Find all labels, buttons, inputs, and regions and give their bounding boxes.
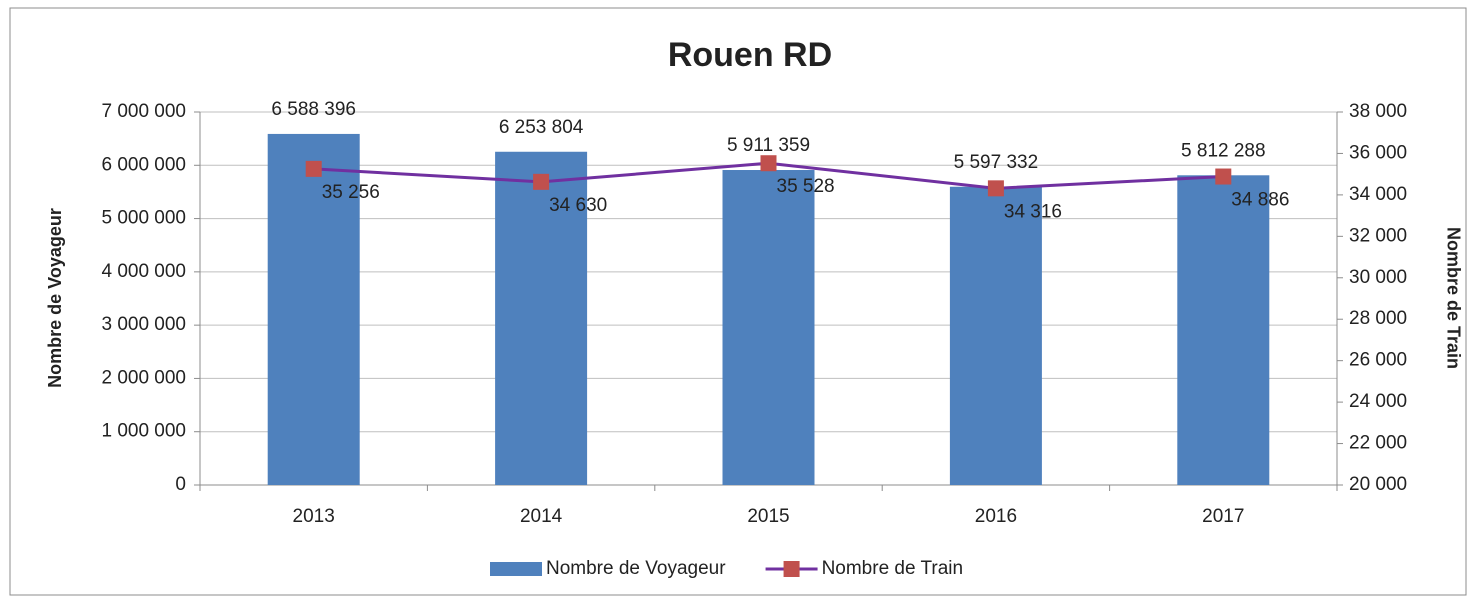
x-tick-label: 2014 (520, 506, 563, 527)
line-marker (305, 160, 322, 177)
line-marker (760, 155, 777, 172)
line-marker (533, 173, 550, 190)
line-value-label: 35 256 (322, 182, 380, 203)
legend-swatch (490, 562, 542, 576)
y2-tick-label: 28 000 (1349, 308, 1407, 329)
y2-tick-label: 22 000 (1349, 433, 1407, 454)
y-tick-label: 6 000 000 (101, 154, 186, 175)
y-tick-label: 7 000 000 (101, 101, 186, 122)
y2-tick-label: 30 000 (1349, 267, 1407, 288)
legend-marker (783, 561, 800, 577)
y2-tick-label: 32 000 (1349, 225, 1407, 246)
y2-tick-label: 24 000 (1349, 391, 1407, 412)
x-tick-label: 2015 (747, 506, 789, 527)
x-tick-label: 2017 (1202, 506, 1244, 527)
line-value-label: 34 316 (1004, 201, 1062, 222)
y2-tick-label: 34 000 (1349, 184, 1407, 205)
y2-tick-label: 20 000 (1349, 474, 1407, 495)
line-marker (987, 180, 1004, 197)
bar-value-label: 5 597 332 (954, 152, 1039, 173)
legend-label: Nombre de Train (822, 558, 964, 579)
line-value-label: 34 886 (1231, 190, 1289, 211)
line-value-label: 35 528 (777, 176, 835, 197)
bar (495, 151, 588, 485)
y-tick-label: 2 000 000 (101, 367, 186, 388)
bar-value-label: 5 812 288 (1181, 140, 1266, 161)
line-value-label: 34 630 (549, 195, 607, 216)
y-tick-label: 4 000 000 (101, 261, 186, 282)
bar-value-label: 6 588 396 (271, 99, 356, 120)
bar-value-label: 5 911 359 (727, 135, 810, 156)
x-tick-label: 2013 (293, 506, 335, 527)
x-tick-label: 2016 (975, 506, 1017, 527)
bar (722, 170, 815, 485)
y-tick-label: 3 000 000 (101, 314, 186, 335)
y2-tick-label: 26 000 (1349, 350, 1407, 371)
y2-axis-label: Nombre de Train (1443, 227, 1463, 369)
y2-tick-label: 38 000 (1349, 101, 1407, 122)
y-tick-label: 0 (175, 474, 186, 495)
y2-tick-label: 36 000 (1349, 142, 1407, 163)
line-marker (1215, 168, 1232, 185)
y-axis-label: Nombre de Voyageur (45, 208, 65, 388)
y-tick-label: 1 000 000 (101, 421, 186, 442)
y-tick-label: 5 000 000 (101, 208, 186, 229)
legend-label: Nombre de Voyageur (546, 558, 726, 579)
chart-title: Rouen RD (668, 36, 832, 74)
bar-value-label: 6 253 804 (499, 117, 584, 138)
bar (267, 133, 360, 485)
bar (1177, 175, 1270, 485)
bar (949, 186, 1042, 485)
